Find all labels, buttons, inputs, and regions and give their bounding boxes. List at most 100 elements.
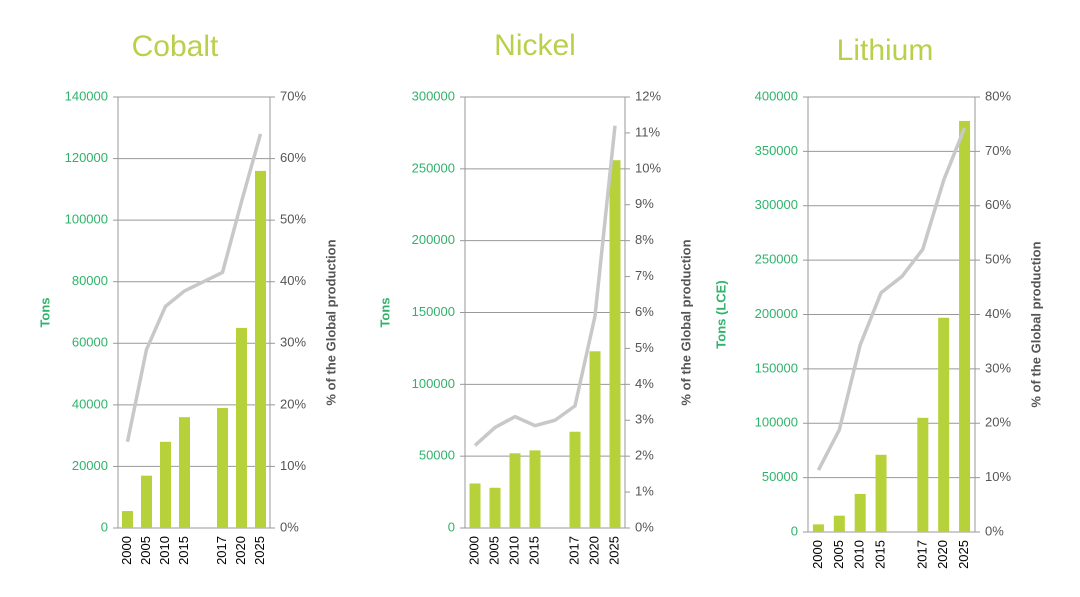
y2-tick-label: 30% — [280, 335, 306, 350]
bar — [141, 475, 152, 528]
x-tick-label: 2000 — [810, 540, 825, 569]
y-tick-label: 40000 — [72, 396, 108, 411]
y2-axis-label: % of the Global production — [323, 239, 338, 405]
y2-tick-label: 0% — [280, 519, 299, 534]
x-tick-label: 2015 — [526, 536, 541, 565]
y-tick-label: 100000 — [755, 415, 798, 430]
bar — [122, 511, 133, 528]
x-tick-label: 2000 — [119, 536, 134, 565]
y2-tick-label: 5% — [635, 340, 654, 355]
bar — [489, 487, 501, 528]
y-tick-label: 100000 — [65, 212, 108, 227]
x-tick-label: 2020 — [233, 536, 248, 565]
x-tick-label: 2020 — [586, 536, 601, 565]
y-tick-label: 60000 — [72, 335, 108, 350]
y2-tick-label: 2% — [635, 448, 654, 463]
y-axis-label: Tons — [37, 297, 52, 327]
y-tick-label: 350000 — [755, 143, 798, 158]
bar — [529, 450, 541, 528]
y-tick-label: 20000 — [72, 458, 108, 473]
line — [125, 133, 263, 443]
y2-tick-label: 50% — [985, 252, 1011, 267]
bar — [609, 160, 621, 529]
y-tick-label: 250000 — [412, 160, 455, 175]
y2-tick-label: 80% — [985, 88, 1011, 103]
y2-tick-label: 20% — [280, 396, 306, 411]
y2-tick-label: 3% — [635, 412, 654, 427]
x-tick-label: 2005 — [138, 536, 153, 565]
x-tick-label: 2010 — [852, 540, 867, 569]
y2-tick-label: 10% — [985, 469, 1011, 484]
y2-tick-label: 11% — [635, 124, 660, 139]
y2-axis-label: % of the Global production — [1028, 241, 1043, 407]
bar — [833, 515, 845, 532]
y-tick-label: 0 — [101, 519, 108, 534]
bar — [938, 317, 950, 532]
y2-tick-label: 12% — [635, 88, 661, 103]
bar — [509, 453, 521, 528]
chart-title: Cobalt — [132, 30, 219, 63]
y-tick-label: 300000 — [412, 88, 455, 103]
y2-tick-label: 30% — [985, 360, 1011, 375]
x-tick-label: 2000 — [466, 536, 481, 565]
y2-tick-label: 70% — [985, 143, 1011, 158]
bar — [812, 524, 824, 532]
y-tick-label: 0 — [791, 523, 798, 538]
bar — [255, 170, 266, 528]
bar — [569, 431, 581, 528]
x-tick-label: 2015 — [873, 540, 888, 569]
chart-title: Lithium — [837, 34, 934, 67]
x-tick-label: 2017 — [566, 536, 581, 565]
x-tick-label: 2025 — [252, 536, 267, 565]
y-tick-label: 100000 — [412, 376, 455, 391]
x-tick-label: 2015 — [176, 536, 191, 565]
bar — [589, 351, 601, 528]
y2-tick-label: 10% — [280, 458, 306, 473]
y-tick-label: 400000 — [755, 88, 798, 103]
y2-tick-label: 60% — [985, 197, 1011, 212]
y2-tick-label: 10% — [635, 160, 661, 175]
y2-tick-label: 7% — [635, 268, 654, 283]
y2-tick-label: 40% — [280, 273, 306, 288]
x-tick-label: 2010 — [506, 536, 521, 565]
line — [816, 127, 967, 471]
chart-title: Nickel — [494, 29, 576, 62]
y-tick-label: 140000 — [65, 88, 108, 103]
y-axis-label: Tons (LCE) — [713, 280, 728, 348]
y-tick-label: 250000 — [755, 252, 798, 267]
bar — [217, 407, 228, 528]
y-tick-label: 50000 — [419, 448, 455, 463]
y-axis-label: Tons — [377, 297, 392, 327]
x-tick-label: 2005 — [486, 536, 501, 565]
x-tick-label: 2010 — [157, 536, 172, 565]
y2-tick-label: 8% — [635, 232, 654, 247]
x-tick-label: 2017 — [214, 536, 229, 565]
y-tick-label: 120000 — [65, 150, 108, 165]
x-tick-label: 2020 — [935, 540, 950, 569]
bar — [959, 120, 971, 533]
y2-tick-label: 40% — [985, 306, 1011, 321]
bar — [854, 493, 866, 532]
y2-tick-label: 1% — [635, 484, 654, 499]
y-tick-label: 300000 — [755, 197, 798, 212]
y-tick-label: 150000 — [755, 360, 798, 375]
y2-tick-label: 70% — [280, 88, 306, 103]
bar — [917, 417, 929, 532]
x-tick-label: 2025 — [606, 536, 621, 565]
bar — [236, 327, 247, 528]
y2-tick-label: 20% — [985, 415, 1011, 430]
line — [473, 125, 617, 447]
x-tick-label: 2025 — [956, 540, 971, 569]
x-tick-label: 2005 — [831, 540, 846, 569]
y-tick-label: 200000 — [412, 232, 455, 247]
y-tick-label: 200000 — [755, 306, 798, 321]
y2-tick-label: 6% — [635, 304, 654, 319]
y2-tick-label: 60% — [280, 150, 306, 165]
bar — [469, 483, 481, 528]
y-tick-label: 80000 — [72, 273, 108, 288]
y2-tick-label: 4% — [635, 376, 654, 391]
y-tick-label: 0 — [448, 519, 455, 534]
y2-axis-label: % of the Global production — [678, 239, 693, 405]
bar — [160, 441, 171, 528]
